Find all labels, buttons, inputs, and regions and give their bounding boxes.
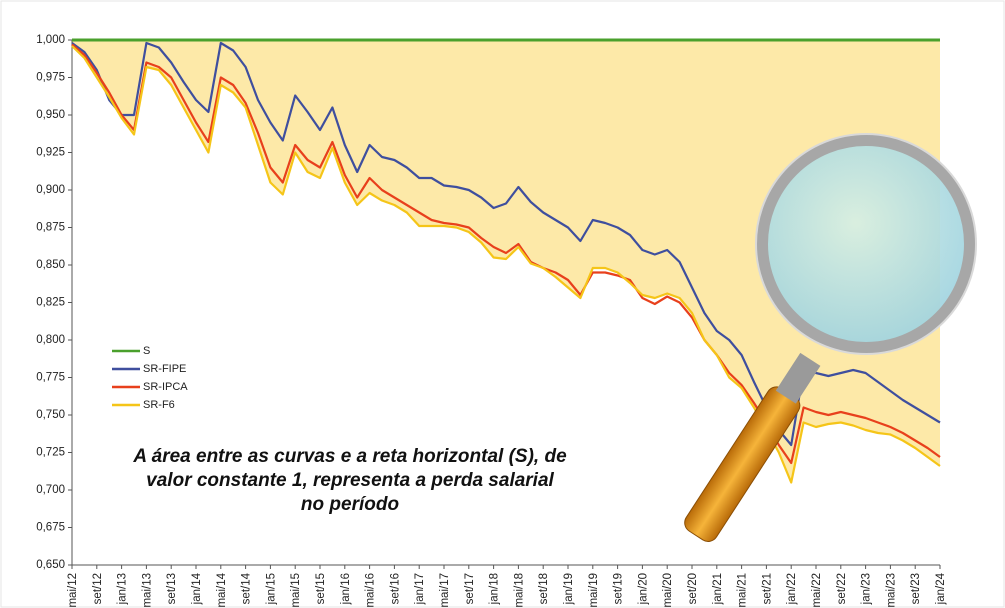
x-tick-label: mai/14 (216, 572, 228, 607)
x-tick-label: jan/18 (489, 573, 501, 605)
y-tick-label: 0,875 (36, 222, 65, 234)
x-tick-label: set/19 (613, 573, 625, 604)
y-tick-label: 0,675 (36, 522, 65, 534)
legend-label: S (143, 345, 150, 357)
x-tick-label: set/21 (761, 573, 773, 604)
x-tick-label: set/20 (687, 573, 699, 604)
x-tick-label: set/12 (92, 573, 104, 604)
y-tick-label: 0,650 (36, 559, 65, 571)
x-tick-label: jan/21 (712, 573, 724, 605)
legend-label: SR-FIPE (143, 363, 186, 375)
x-tick-label: set/16 (389, 573, 401, 604)
y-tick-label: 1,000 (36, 34, 65, 46)
x-tick-label: jan/22 (786, 573, 798, 605)
x-tick-label: set/22 (836, 573, 848, 604)
y-tick-label: 0,750 (36, 409, 65, 421)
x-tick-label: set/23 (910, 573, 922, 604)
legend-label: SR-F6 (143, 399, 175, 411)
x-tick-label: mai/20 (662, 573, 674, 608)
y-tick-label: 0,975 (36, 72, 65, 84)
x-tick-label: mai/23 (885, 573, 897, 608)
x-tick-label: set/13 (166, 573, 178, 604)
x-tick-label: jan/13 (117, 573, 129, 605)
x-tick-label: jan/24 (935, 572, 947, 605)
x-tick-label: mai/12 (67, 573, 79, 608)
y-tick-label: 0,950 (36, 109, 65, 121)
y-tick-label: 0,925 (36, 147, 65, 159)
y-tick-label: 0,700 (36, 484, 65, 496)
x-tick-label: jan/17 (414, 573, 426, 605)
x-tick-label: mai/19 (588, 573, 600, 608)
x-tick-label: set/17 (464, 573, 476, 604)
y-tick-label: 0,825 (36, 297, 65, 309)
x-tick-label: jan/15 (265, 573, 277, 605)
y-tick-label: 0,900 (36, 184, 65, 196)
x-tick-label: jan/14 (191, 572, 203, 605)
y-tick-label: 0,800 (36, 334, 65, 346)
x-tick-label: jan/20 (637, 573, 649, 605)
annotation: valor constante 1, representa a perda sa… (146, 470, 554, 491)
x-tick-label: jan/16 (340, 573, 352, 605)
legend-label: SR-IPCA (143, 381, 188, 393)
x-tick-label: mai/16 (365, 573, 377, 608)
magnifier-lens (762, 140, 970, 348)
x-tick-label: mai/17 (439, 573, 451, 608)
y-tick-label: 0,725 (36, 447, 65, 459)
x-tick-label: mai/15 (290, 573, 302, 608)
x-tick-label: mai/22 (811, 573, 823, 608)
x-tick-label: mai/13 (141, 573, 153, 608)
x-tick-label: mai/21 (737, 573, 749, 608)
annotation: no período (301, 494, 399, 515)
x-tick-label: mai/18 (513, 573, 525, 608)
x-tick-label: set/18 (538, 573, 550, 604)
y-tick-label: 0,775 (36, 372, 65, 384)
chart: 0,650 0,675 0,700 0,725 0,750 0,775 0,800 0,825… (0, 0, 1005, 608)
x-tick-label: jan/23 (861, 573, 873, 605)
x-tick-label: set/15 (315, 573, 327, 604)
x-tick-label: set/14 (241, 572, 253, 604)
x-tick-label: jan/19 (563, 573, 575, 605)
annotation: A área entre as curvas e a reta horizont… (132, 446, 567, 467)
y-tick-label: 0,850 (36, 259, 65, 271)
